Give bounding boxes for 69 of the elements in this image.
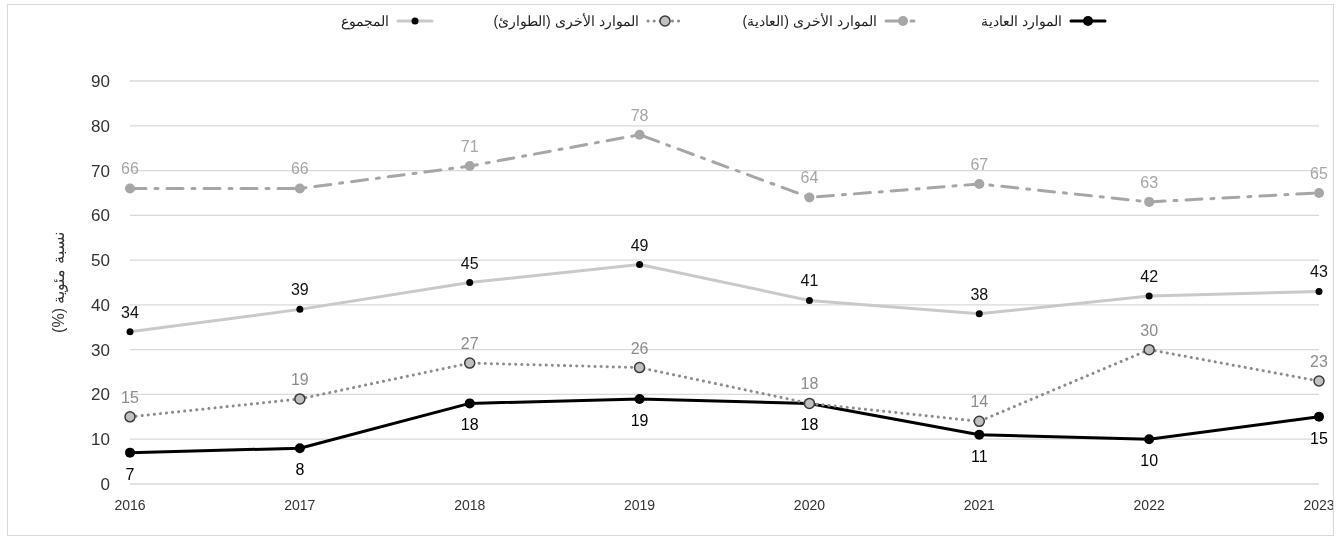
x-tick-label: 2020 <box>793 496 826 513</box>
y-tick-label: 10 <box>91 430 110 450</box>
y-tick-label: 80 <box>91 116 110 136</box>
data-label: 65 <box>1310 164 1328 182</box>
data-label: 11 <box>970 447 988 465</box>
data-label: 18 <box>800 416 819 434</box>
y-tick-label: 70 <box>91 161 110 181</box>
data-label: 66 <box>290 160 309 178</box>
data-label: 18 <box>800 375 819 393</box>
data-label: 23 <box>1310 353 1328 371</box>
data-label: 71 <box>460 138 479 156</box>
point <box>1314 411 1324 422</box>
data-label: 49 <box>630 236 649 254</box>
y-tick-label: 50 <box>91 251 110 271</box>
data-label: 42 <box>1140 267 1159 285</box>
x-tick-label: 2018 <box>454 496 486 513</box>
data-label: 78 <box>630 106 649 124</box>
data-label: 18 <box>460 416 479 434</box>
data-label: 66 <box>121 160 139 178</box>
data-label: 19 <box>290 370 309 388</box>
data-label: 8 <box>295 461 305 479</box>
point <box>294 443 305 454</box>
point <box>1144 434 1155 445</box>
y-tick-label: 0 <box>100 475 110 495</box>
y-tick-label: 40 <box>91 295 110 315</box>
data-label: 63 <box>1140 173 1159 191</box>
point <box>634 129 645 140</box>
legend-label: الموارد العادية <box>980 13 1062 29</box>
point <box>464 161 475 172</box>
data-label: 67 <box>970 155 989 173</box>
x-tick-label: 2022 <box>1133 496 1165 513</box>
legend-label: الموارد الأخرى (الطوارئ) <box>493 13 639 29</box>
point <box>464 398 475 409</box>
data-label: 26 <box>630 339 649 357</box>
data-label: 38 <box>970 285 989 303</box>
data-label: 30 <box>1140 321 1159 339</box>
x-tick-label: 2021 <box>963 496 996 513</box>
data-label: 7 <box>125 465 135 483</box>
point <box>125 183 135 194</box>
data-label: 64 <box>800 169 819 187</box>
data-label: 14 <box>970 393 989 411</box>
data-label: 34 <box>121 303 139 321</box>
x-tick-label: 2017 <box>284 496 316 513</box>
data-label: 10 <box>1140 452 1159 470</box>
data-label: 43 <box>1310 263 1328 281</box>
data-label: 39 <box>290 281 309 299</box>
y-tick-label: 20 <box>91 385 110 405</box>
y-tick-label: 90 <box>91 72 110 92</box>
point <box>804 192 815 203</box>
point <box>974 178 985 189</box>
point <box>125 447 135 458</box>
x-tick-label: 2016 <box>114 496 146 513</box>
y-tick-label: 60 <box>91 206 110 226</box>
x-tick-label: 2019 <box>623 496 656 513</box>
data-label: 27 <box>460 335 479 353</box>
point <box>1144 196 1155 207</box>
point <box>1314 187 1324 198</box>
data-label: 45 <box>460 254 479 272</box>
y-axis-title: نسبة مئوية (%) <box>49 232 68 333</box>
y-tick-label: 30 <box>91 340 110 360</box>
data-label: 15 <box>1310 429 1328 447</box>
data-label: 15 <box>121 388 139 406</box>
data-label: 41 <box>800 272 819 290</box>
point <box>634 393 645 404</box>
legend-label: المجموع <box>341 13 390 29</box>
data-label: 19 <box>630 411 649 429</box>
legend-label: الموارد الأخرى (العادية) <box>742 13 877 29</box>
point <box>294 183 305 194</box>
point <box>974 429 985 440</box>
